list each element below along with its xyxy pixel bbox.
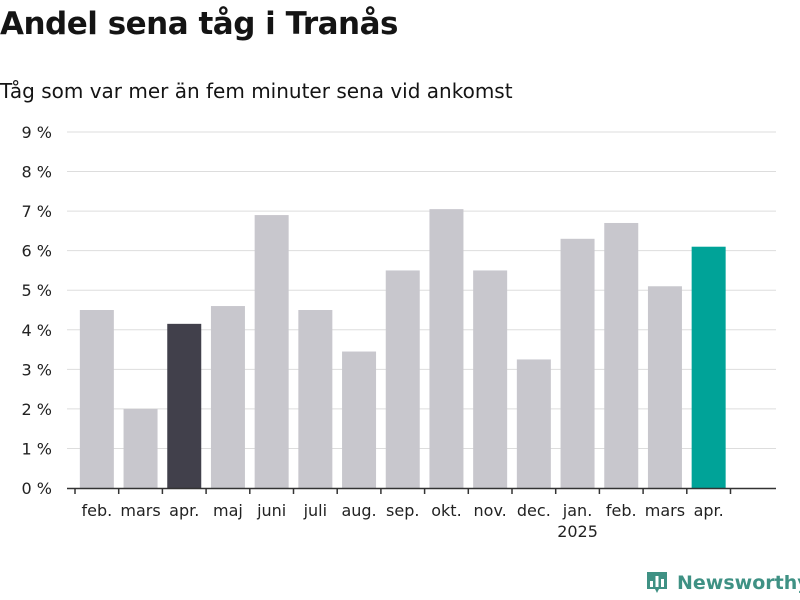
bar — [691, 246, 726, 488]
newsworthy-bar-chart-icon — [647, 572, 667, 593]
bar — [560, 238, 595, 488]
x-tick-label: okt. — [431, 501, 461, 520]
bar — [604, 222, 639, 488]
y-tick-label: 6 % — [22, 242, 52, 261]
x-tick-label: juni — [256, 501, 286, 520]
x-tick-label: jan. — [562, 501, 592, 520]
x-tick-label: maj — [213, 501, 243, 520]
bar — [385, 270, 420, 488]
y-tick-label: 1 % — [22, 439, 52, 458]
bar — [516, 359, 551, 488]
y-tick-label: 9 % — [22, 123, 52, 142]
bar — [342, 351, 377, 488]
bar — [79, 310, 114, 488]
x-tick-label: juli — [303, 501, 327, 520]
bar — [123, 408, 158, 488]
y-tick-label: 4 % — [22, 321, 52, 340]
x-tick-label: nov. — [474, 501, 507, 520]
brand-name: Newsworthy — [677, 572, 800, 594]
x-tick-label: feb. — [606, 501, 637, 520]
y-tick-label: 3 % — [22, 360, 52, 379]
bar — [647, 286, 682, 488]
bar — [429, 209, 464, 488]
y-tick-label: 0 % — [22, 479, 52, 498]
bar-chart: 0 %1 %2 %3 %4 %5 %6 %7 %8 %9 % feb. mars a… — [22, 123, 776, 541]
bar — [167, 323, 202, 488]
x-tick-label: aug. — [341, 501, 376, 520]
bars — [79, 209, 726, 489]
x-axis — [67, 487, 776, 494]
x-tick-label: dec. — [517, 501, 551, 520]
x-tick-label: apr. — [169, 501, 199, 520]
newsworthy-logo: Newsworthy — [645, 570, 800, 596]
bar — [473, 270, 508, 488]
x-tick-label: mars — [120, 501, 160, 520]
x-axis-tick-labels: feb. mars apr. maj juni juli aug. sep. okt. nov. d… — [81, 501, 723, 541]
bar — [298, 310, 333, 488]
y-tick-label: 2 % — [22, 400, 52, 419]
x-tick-label: sep. — [386, 501, 419, 520]
x-tick-label: mars — [645, 501, 685, 520]
bar — [210, 306, 245, 488]
chart-title: Andel sena tåg i Tranås — [0, 6, 398, 42]
y-tick-label: 5 % — [22, 281, 52, 300]
y-tick-label: 7 % — [22, 202, 52, 221]
y-tick-label: 8 % — [22, 163, 52, 182]
x-year-label: 2025 — [557, 522, 598, 541]
y-axis-tick-labels: 0 % 1 % 2 % 3 % 4 % 5 % 6 % 7 % 8 % 9 % — [22, 123, 52, 498]
chart-subtitle: Tåg som var mer än fem minuter sena vid … — [0, 79, 513, 103]
x-tick-label: apr. — [694, 501, 724, 520]
bar — [254, 215, 289, 489]
x-tick-label: feb. — [81, 501, 112, 520]
